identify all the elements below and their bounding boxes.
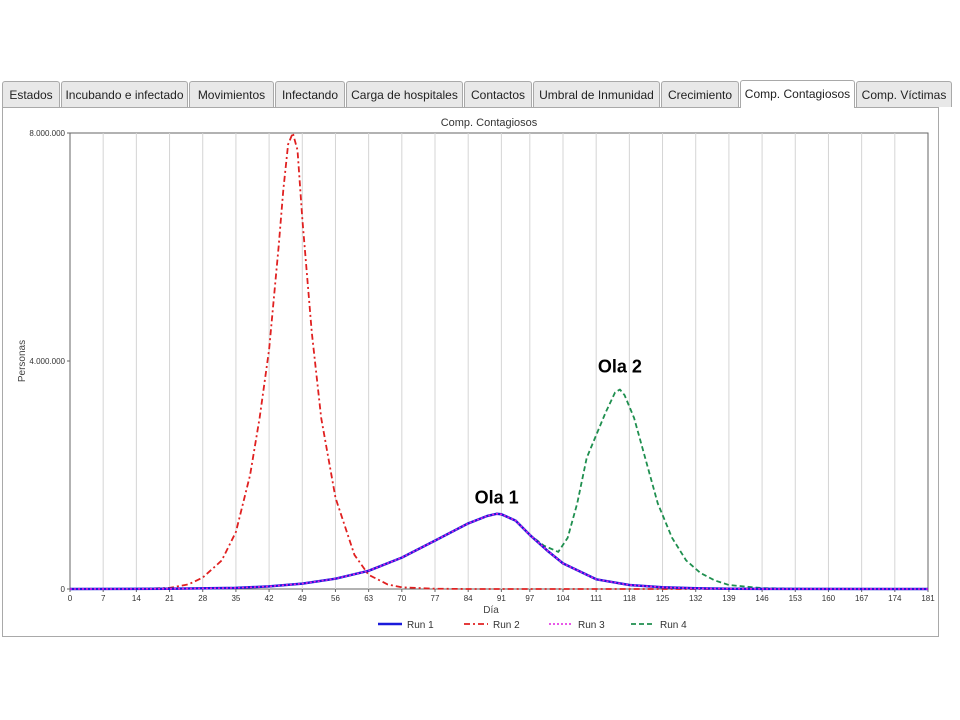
y-tick-label-1: 4.000.000 xyxy=(29,357,65,366)
legend: Run 1 Run 2 Run 3 Run 4 xyxy=(378,620,687,631)
tab-2[interactable]: Incubando e infectado xyxy=(61,81,188,107)
series-line-run-1 xyxy=(69,512,929,591)
x-tick-label-12: 84 xyxy=(464,594,473,603)
tab-6[interactable]: Contactos xyxy=(464,81,532,107)
x-axis-ticks: 0 7 14 21 28 35 42 49 56 63 70 77 84 91 97 104 111 118 125… xyxy=(68,589,935,603)
y-tick-label-2: 8.000.000 xyxy=(29,129,65,138)
x-tick-label-11: 77 xyxy=(431,594,440,603)
x-tick-label-14: 97 xyxy=(525,594,534,603)
tab-bar: Estados Incubando e infectado Movimientos I… xyxy=(2,80,952,109)
x-tick-label-4: 28 xyxy=(198,594,207,603)
gridlines xyxy=(102,133,896,589)
tab-4[interactable]: Infectando xyxy=(275,81,345,107)
chart: Comp. Contagiosos 0 4.000.000 8.000.000 0 7… xyxy=(17,117,935,631)
y-axis-ticks: 0 4.000.000 8.000.000 xyxy=(29,129,70,594)
legend-label-run-2: Run 2 xyxy=(493,620,520,631)
x-tick-label-18: 125 xyxy=(656,594,670,603)
x-tick-label-7: 49 xyxy=(298,594,307,603)
x-tick-label-0: 0 xyxy=(68,594,73,603)
y-axis-label: Personas xyxy=(17,340,28,382)
x-tick-label-22: 153 xyxy=(789,594,803,603)
x-tick-label-3: 21 xyxy=(165,594,174,603)
tab-7[interactable]: Umbral de Inmunidad xyxy=(533,81,660,107)
x-tick-label-26: 181 xyxy=(921,594,935,603)
tab-5[interactable]: Carga de hospitales xyxy=(346,81,463,107)
x-tick-label-2: 14 xyxy=(132,594,141,603)
annotation-1: Ola 1 xyxy=(475,488,519,508)
x-tick-label-10: 70 xyxy=(397,594,406,603)
x-tick-label-24: 167 xyxy=(855,594,869,603)
x-tick-label-8: 56 xyxy=(331,594,340,603)
x-tick-label-9: 63 xyxy=(364,594,373,603)
tab-10[interactable]: Comp. Víctimas xyxy=(856,81,952,107)
x-tick-label-13: 91 xyxy=(497,594,506,603)
tab-9[interactable]: Comp. Contagiosos xyxy=(740,80,855,108)
x-tick-label-20: 139 xyxy=(722,594,736,603)
legend-label-run-1: Run 1 xyxy=(407,620,434,631)
x-axis-label: Día xyxy=(483,605,499,616)
annotation-2: Ola 2 xyxy=(598,356,642,376)
tab-1[interactable]: Estados xyxy=(2,81,60,107)
x-tick-label-6: 42 xyxy=(265,594,274,603)
chart-panel: Comp. Contagiosos 0 4.000.000 8.000.000 0 7… xyxy=(2,107,939,637)
series-lines xyxy=(69,132,929,591)
legend-label-run-4: Run 4 xyxy=(660,620,687,631)
annotations: Ola 1 Ola 2 xyxy=(475,356,642,507)
plot-area xyxy=(69,132,929,590)
tab-3[interactable]: Movimientos xyxy=(189,81,274,107)
x-tick-label-19: 132 xyxy=(689,594,703,603)
x-tick-label-23: 160 xyxy=(822,594,836,603)
x-tick-label-1: 7 xyxy=(101,594,106,603)
x-tick-label-17: 118 xyxy=(623,594,636,603)
legend-label-run-3: Run 3 xyxy=(578,620,605,631)
x-tick-label-15: 104 xyxy=(556,594,570,603)
tab-8[interactable]: Crecimiento xyxy=(661,81,739,107)
x-tick-label-21: 146 xyxy=(755,594,769,603)
x-tick-label-5: 35 xyxy=(231,594,240,603)
x-tick-label-25: 174 xyxy=(888,594,902,603)
series-line-run-2 xyxy=(69,132,928,590)
y-tick-label-0: 0 xyxy=(61,585,66,594)
chart-title: Comp. Contagiosos xyxy=(441,117,538,129)
x-tick-label-16: 111 xyxy=(590,594,603,603)
